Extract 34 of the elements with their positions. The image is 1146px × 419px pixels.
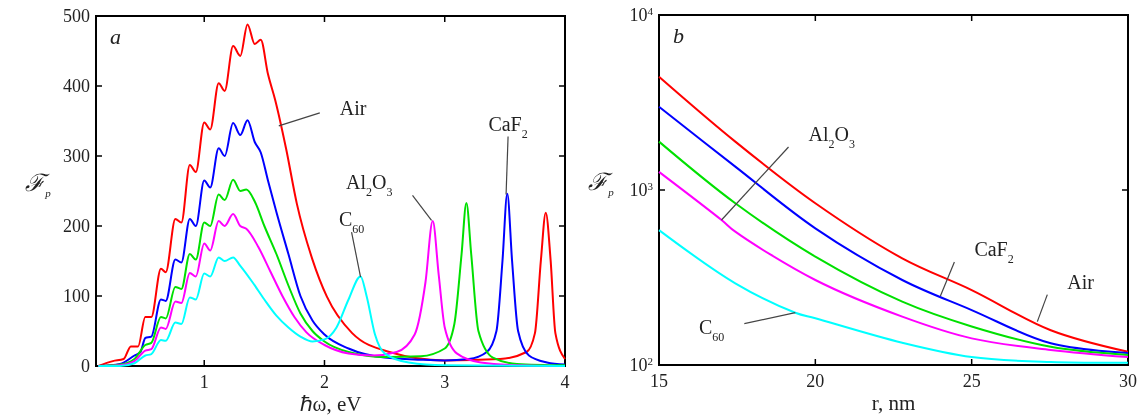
y-tick-label: 10$^{4}$ xyxy=(629,5,654,25)
x-tick-label: 15 xyxy=(650,371,668,391)
annotation: C$_{60}$ xyxy=(698,315,725,344)
y-axis-title: ℱ$_{p}$ xyxy=(588,169,615,198)
annotation: Air xyxy=(1067,270,1095,293)
line-series xyxy=(658,229,1129,364)
x-tick-label: 20 xyxy=(806,371,825,391)
y-axis-title: ℱ$_{p}$ xyxy=(25,170,52,199)
x-axis-title: r, nm xyxy=(871,391,916,415)
x-tick-label: 30 xyxy=(1119,371,1137,391)
y-tick-label: 200 xyxy=(63,216,90,236)
y-tick-label: 400 xyxy=(63,76,90,96)
y-tick-label: 500 xyxy=(63,6,90,26)
x-axis-title: ℏω, eV xyxy=(299,392,362,416)
annotation: a xyxy=(110,24,121,49)
annotation: CaF$_{2}$ xyxy=(488,112,528,141)
line-series xyxy=(97,23,566,367)
annotation: CaF$_{2}$ xyxy=(974,237,1014,266)
annotation: b xyxy=(673,23,684,48)
line-series xyxy=(97,256,566,367)
x-tick-label: 2 xyxy=(319,372,329,392)
y-tick-label: 10$^{2}$ xyxy=(629,355,653,375)
x-tick-label: 25 xyxy=(962,371,981,391)
annotation: Al$_{2}$O$_{3}$ xyxy=(346,171,393,200)
y-tick-label: 100 xyxy=(63,286,90,306)
y-tick-label: 300 xyxy=(63,146,90,166)
y-tick-label: 10$^{3}$ xyxy=(629,180,654,200)
x-tick-label: 3 xyxy=(440,372,450,392)
annotation: C$_{60}$ xyxy=(338,208,365,237)
y-tick-label: 0 xyxy=(81,356,90,376)
annotation: Al$_{2}$O$_{3}$ xyxy=(808,122,855,151)
x-tick-label: 4 xyxy=(560,372,570,392)
annotation: Air xyxy=(339,96,367,119)
x-tick-label: 1 xyxy=(199,372,209,392)
